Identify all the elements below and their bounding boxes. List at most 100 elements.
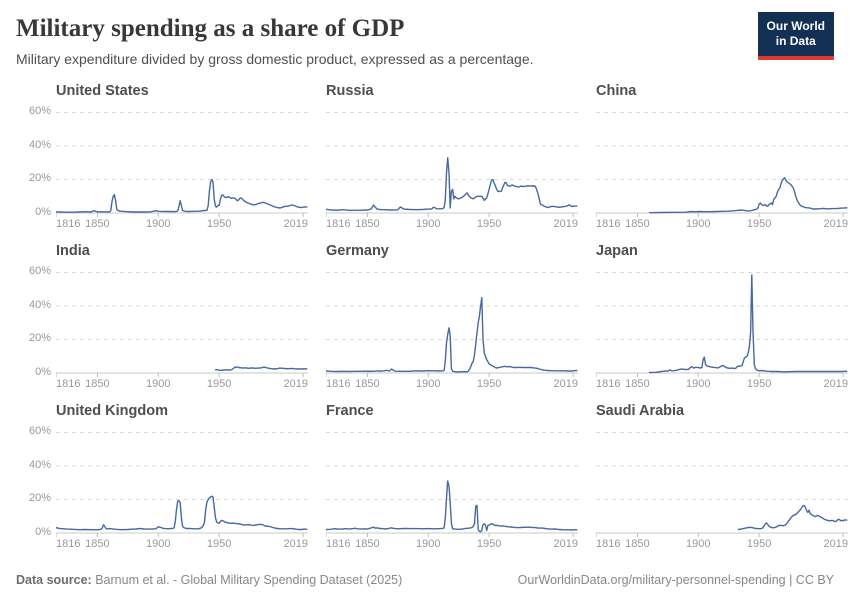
owid-logo[interactable]: Our World in Data <box>757 12 834 60</box>
svg-text:1900: 1900 <box>146 378 170 390</box>
y-tick-label-0: 0% <box>35 366 51 378</box>
facet-france: France 1816 1850 1900 1950 2019 <box>326 403 578 556</box>
svg-text:1850: 1850 <box>85 218 109 230</box>
svg-text:2019: 2019 <box>554 378 578 390</box>
title-block: Military spending as a share of GDP Mili… <box>16 14 534 68</box>
svg-text:1950: 1950 <box>747 538 771 550</box>
svg-text:1816: 1816 <box>56 538 80 550</box>
facet-row-1: 60% 40% 20% 0% United States 1816 1850 190… <box>16 83 848 236</box>
svg-text:1850: 1850 <box>355 538 379 550</box>
facet-title: Saudi Arabia <box>596 403 685 419</box>
facet-title: United States <box>56 83 149 99</box>
facet-row-2: 60% 40% 20% 0% India 1816 1850 1900 1950 201… <box>16 243 848 396</box>
facet-saudi-arabia: Saudi Arabia 1816 1850 1900 1950 2019 <box>596 403 848 556</box>
y-axis-labels: 60% 40% 20% 0% <box>16 243 56 396</box>
facet-title: Germany <box>326 243 389 259</box>
svg-text:1950: 1950 <box>207 538 231 550</box>
svg-text:1950: 1950 <box>747 218 771 230</box>
svg-text:1950: 1950 <box>207 378 231 390</box>
facet-united-kingdom: United Kingdom 1816 1850 1900 1950 2019 <box>56 403 308 556</box>
svg-text:2019: 2019 <box>554 218 578 230</box>
facet-germany: Germany 1816 1850 1900 1950 2019 <box>326 243 578 396</box>
line-chart-united-kingdom: 1816 1850 1900 1950 2019 <box>56 432 308 550</box>
facet-russia: Russia 1816 1850 1900 1950 2019 <box>326 83 578 236</box>
y-tick-label-0: 0% <box>35 526 51 538</box>
data-source-label: Data source: <box>16 573 92 587</box>
svg-text:1816: 1816 <box>596 378 620 390</box>
line-chart-germany: 1816 1850 1900 1950 2019 <box>326 272 578 390</box>
page-title: Military spending as a share of GDP <box>16 15 405 42</box>
svg-text:1950: 1950 <box>207 218 231 230</box>
owid-logo-line1: Our World <box>766 19 825 33</box>
svg-text:1816: 1816 <box>326 218 350 230</box>
y-tick-label-20: 20% <box>28 332 51 344</box>
svg-text:1816: 1816 <box>326 378 350 390</box>
svg-text:1900: 1900 <box>686 378 710 390</box>
svg-text:1900: 1900 <box>416 378 440 390</box>
line-chart-russia: 1816 1850 1900 1950 2019 <box>326 112 578 230</box>
y-tick-label-40: 40% <box>28 139 51 151</box>
facet-united-states: United States 1816 1850 1900 1950 2019 <box>56 83 308 236</box>
facet-title: United Kingdom <box>56 403 168 419</box>
facet-title: Russia <box>326 83 374 99</box>
y-tick-label-0: 0% <box>35 206 51 218</box>
facet-title: China <box>596 83 637 99</box>
svg-text:2019: 2019 <box>284 218 308 230</box>
svg-text:1816: 1816 <box>596 218 620 230</box>
facet-grid: 60% 40% 20% 0% United States 1816 1850 190… <box>16 83 848 556</box>
svg-text:1850: 1850 <box>85 378 109 390</box>
svg-text:1816: 1816 <box>326 538 350 550</box>
svg-text:1900: 1900 <box>686 218 710 230</box>
svg-text:2019: 2019 <box>284 378 308 390</box>
facet-india: India 1816 1850 1900 1950 2019 <box>56 243 308 396</box>
header: Military spending as a share of GDP Mili… <box>16 12 834 68</box>
y-axis-labels: 60% 40% 20% 0% <box>16 403 56 556</box>
svg-text:1950: 1950 <box>477 538 501 550</box>
y-tick-label-60: 60% <box>28 105 51 117</box>
svg-text:1900: 1900 <box>686 538 710 550</box>
y-tick-label-40: 40% <box>28 299 51 311</box>
page-subtitle: Military expenditure divided by gross do… <box>16 51 534 67</box>
footer: Data source: Barnum et al. - Global Mili… <box>16 572 834 588</box>
svg-text:1816: 1816 <box>56 218 80 230</box>
svg-text:2019: 2019 <box>824 218 848 230</box>
svg-text:1900: 1900 <box>416 538 440 550</box>
facet-title: France <box>326 403 374 419</box>
svg-text:2019: 2019 <box>824 538 848 550</box>
svg-text:2019: 2019 <box>554 538 578 550</box>
line-chart-france: 1816 1850 1900 1950 2019 <box>326 432 578 550</box>
y-tick-label-60: 60% <box>28 265 51 277</box>
svg-text:2019: 2019 <box>824 378 848 390</box>
data-source-text: Barnum et al. - Global Military Spending… <box>91 573 403 587</box>
svg-text:1816: 1816 <box>56 378 80 390</box>
svg-text:1850: 1850 <box>625 378 649 390</box>
owid-logo-line2: in Data <box>775 34 816 48</box>
svg-text:1950: 1950 <box>747 378 771 390</box>
line-chart-japan: 1816 1850 1900 1950 2019 <box>596 272 848 390</box>
facet-row-3: 60% 40% 20% 0% United Kingdom 1816 1850 19… <box>16 403 848 556</box>
y-tick-label-20: 20% <box>28 492 51 504</box>
svg-text:1900: 1900 <box>146 538 170 550</box>
svg-text:1850: 1850 <box>625 538 649 550</box>
facet-japan: Japan 1816 1850 1900 1950 2019 <box>596 243 848 396</box>
line-chart-india: 1816 1850 1900 1950 2019 <box>56 272 308 390</box>
svg-text:2019: 2019 <box>284 538 308 550</box>
svg-text:1850: 1850 <box>355 218 379 230</box>
line-chart-united-states: 1816 1850 1900 1950 2019 <box>56 112 308 230</box>
y-tick-label-20: 20% <box>28 172 51 184</box>
footer-link[interactable]: OurWorldinData.org/military-personnel-sp… <box>517 573 834 587</box>
svg-text:1950: 1950 <box>477 218 501 230</box>
svg-text:1816: 1816 <box>596 538 620 550</box>
svg-text:1900: 1900 <box>146 218 170 230</box>
y-tick-label-60: 60% <box>28 425 51 437</box>
facet-china: China 1816 1850 1900 1950 2019 <box>596 83 848 236</box>
svg-text:1900: 1900 <box>416 218 440 230</box>
svg-text:1950: 1950 <box>477 378 501 390</box>
facet-title: Japan <box>596 243 638 259</box>
line-chart-china: 1816 1850 1900 1950 2019 <box>596 112 848 230</box>
facet-title: India <box>56 243 90 259</box>
y-tick-label-40: 40% <box>28 459 51 471</box>
line-chart-saudi-arabia: 1816 1850 1900 1950 2019 <box>596 432 848 550</box>
svg-text:1850: 1850 <box>85 538 109 550</box>
